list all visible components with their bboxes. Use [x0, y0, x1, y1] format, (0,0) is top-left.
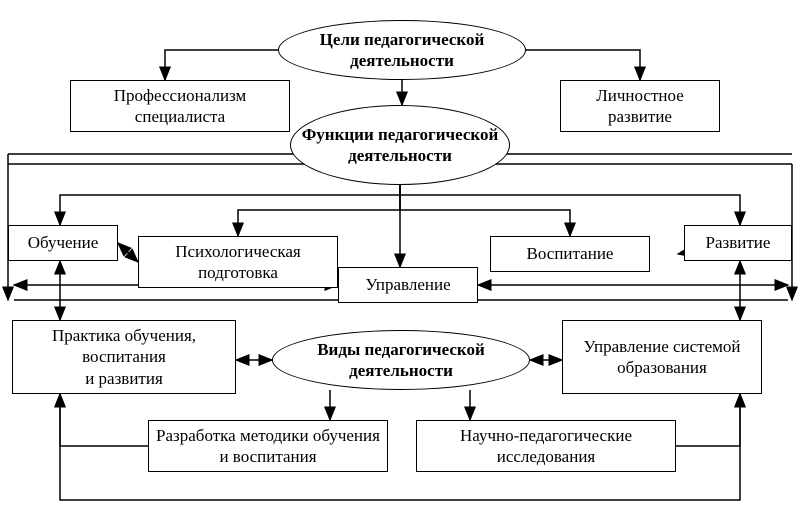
node-label: Виды педагогической деятельности [279, 339, 523, 382]
node-label: Воспитание [527, 243, 614, 264]
node-r10: Разработка методики обучения и воспитани… [148, 420, 388, 472]
node-label: Личностное развитие [567, 85, 713, 128]
node-r4: Психологическая подготовка [138, 236, 338, 288]
node-label: Развитие [706, 232, 771, 253]
node-r1: Профессионализм специалиста [70, 80, 290, 132]
node-e1: Цели педагогической деятельности [278, 20, 526, 80]
node-label: Управление системой образования [569, 336, 755, 379]
node-label: Цели педагогической деятельности [285, 29, 519, 72]
node-r7: Развитие [684, 225, 792, 261]
node-label: Практика обучения, воспитания и развития [19, 325, 229, 389]
node-label: Обучение [28, 232, 99, 253]
node-label: Управление [365, 274, 450, 295]
node-e2: Функции педагогической деятельности [290, 105, 510, 185]
node-r11: Научно-педагогические исследования [416, 420, 676, 472]
node-r8: Практика обучения, воспитания и развития [12, 320, 236, 394]
node-e3: Виды педагогической деятельности [272, 330, 530, 390]
node-label: Научно-педагогические исследования [423, 425, 669, 468]
node-r2: Личностное развитие [560, 80, 720, 132]
node-r6: Воспитание [490, 236, 650, 272]
node-r3: Обучение [8, 225, 118, 261]
node-label: Профессионализм специалиста [77, 85, 283, 128]
node-r5: Управление [338, 267, 478, 303]
node-label: Функции педагогической деятельности [297, 124, 503, 167]
node-label: Разработка методики обучения и воспитани… [155, 425, 381, 468]
node-label: Психологическая подготовка [145, 241, 331, 284]
node-r9: Управление системой образования [562, 320, 762, 394]
